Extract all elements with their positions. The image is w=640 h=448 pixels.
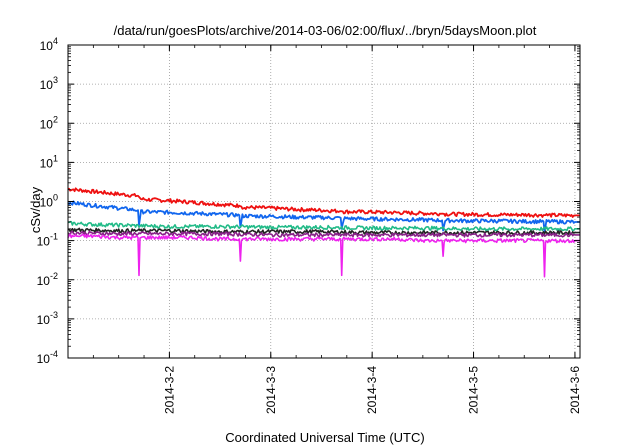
- x-tick-label: 2014-3-5: [467, 366, 481, 414]
- x-tick-label: 2014-3-2: [162, 366, 176, 414]
- series-line-6: [67, 233, 580, 278]
- series-line-3: [67, 220, 580, 232]
- x-tick-label: 2014-3-4: [365, 366, 379, 414]
- y-tick-label: 10-1: [37, 232, 58, 249]
- series-line-4: [67, 227, 580, 236]
- series-group: [67, 187, 580, 278]
- y-tick-label: 10-3: [37, 310, 58, 327]
- grid-lines: [68, 45, 580, 358]
- y-tick-label: 100: [40, 193, 58, 210]
- series-line-2: [67, 200, 580, 233]
- y-tick-label: 104: [40, 36, 58, 53]
- x-tick-label: 2014-3-6: [568, 366, 582, 414]
- y-tick-label: 102: [40, 114, 58, 131]
- axes-group: 10-4 10-3 10-2 10-1 100 101 102 103 104 2014-3-2 2…: [37, 36, 582, 414]
- y-tick-label: 10-2: [37, 271, 58, 288]
- series-line-1: [67, 187, 580, 218]
- y-axis-label: cSv/day: [28, 186, 43, 233]
- y-tick-label: 103: [40, 75, 58, 92]
- y-tick-label: 10-4: [37, 349, 58, 366]
- x-tick-label: 2014-3-3: [264, 366, 278, 414]
- series-line-5: [67, 230, 580, 238]
- x-axis-label: Coordinated Universal Time (UTC): [225, 430, 424, 445]
- y-tick-label: 101: [40, 153, 58, 170]
- chart-title: /data/run/goesPlots/archive/2014-03-06/0…: [114, 23, 537, 38]
